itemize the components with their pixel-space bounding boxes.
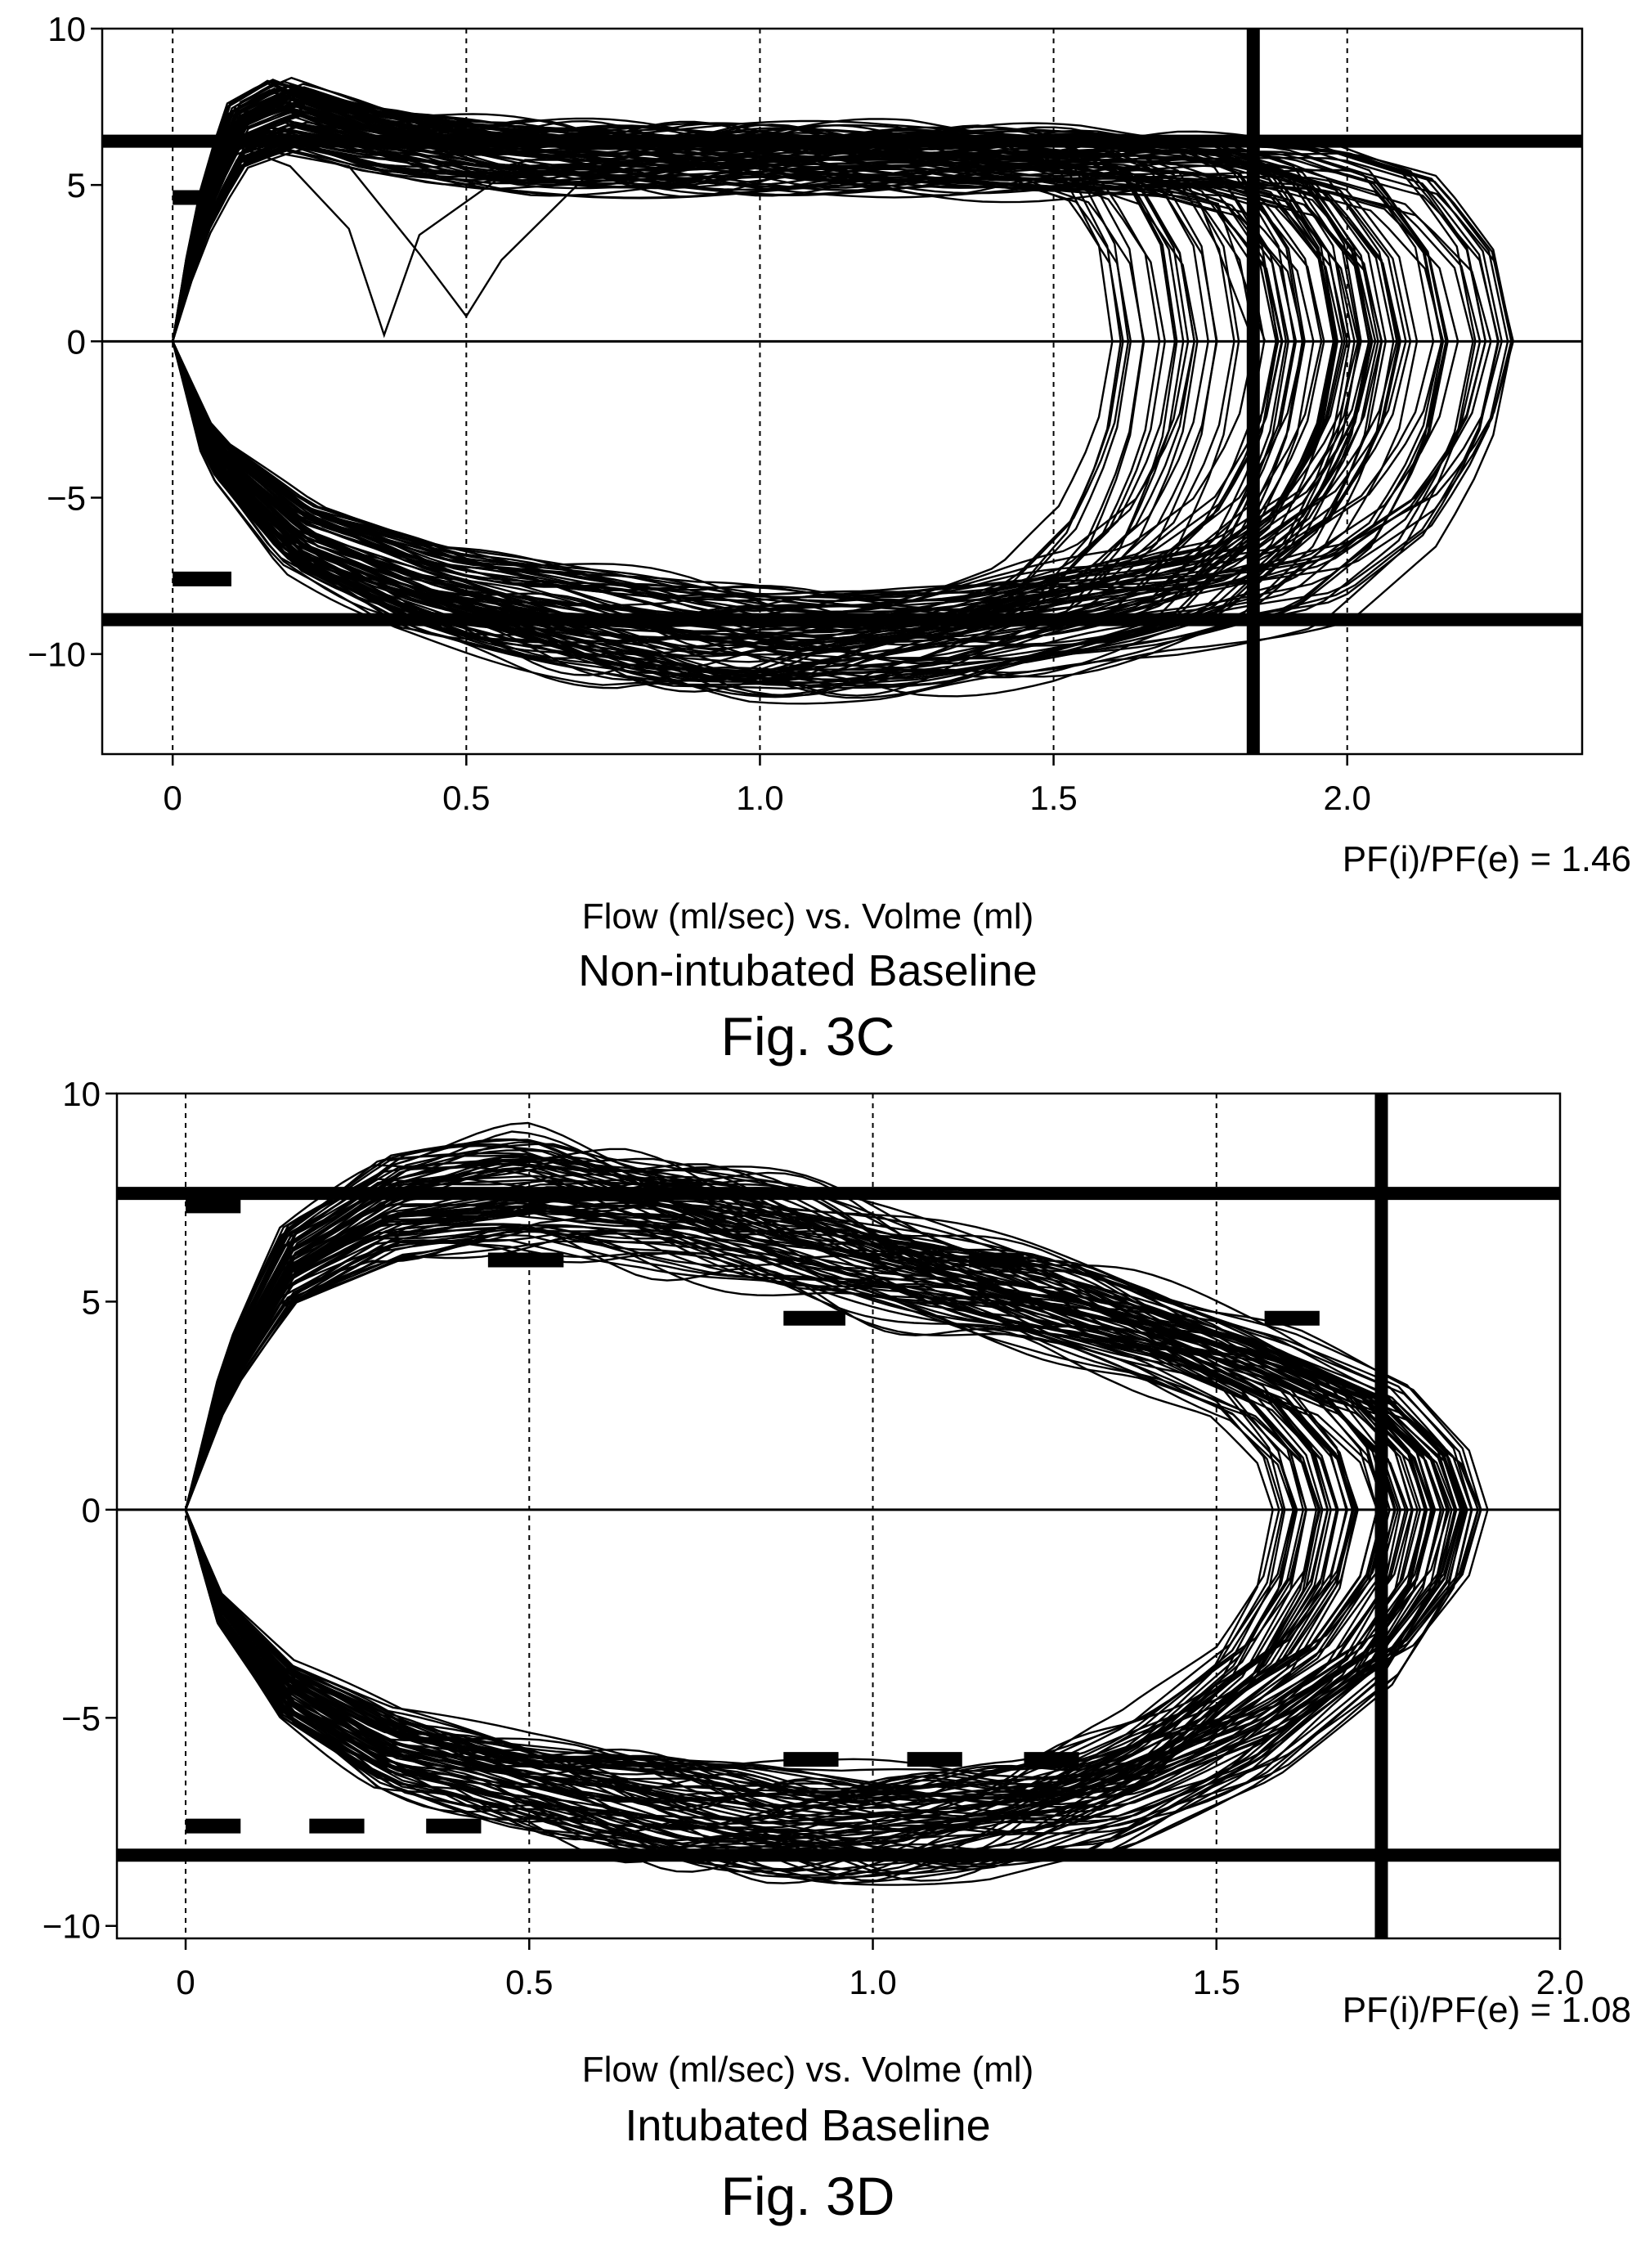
- y-tick-label: −10: [43, 1907, 101, 1946]
- flow-volume-loops: [186, 1123, 1488, 1885]
- x-tick-label: 1.5: [1193, 1963, 1240, 2001]
- ratio-label: PF(i)/PF(e) = 1.46: [1343, 839, 1631, 879]
- x-axis-label: Flow (ml/sec) vs. Volme (ml): [582, 896, 1033, 936]
- chart-fig-3c: 10 5 0 −5 −10 0 0.5 1.0 1.5 2.0: [28, 10, 1582, 817]
- y-tick-label: 0: [67, 322, 86, 361]
- y-tick-label: 10: [62, 1075, 101, 1113]
- x-axis-label: Flow (ml/sec) vs. Volme (ml): [582, 2050, 1033, 2090]
- x-tick-label: 0.5: [505, 1963, 553, 2001]
- x-tick-label: 1.0: [849, 1963, 896, 2001]
- figure-label: Fig. 3D: [721, 2166, 895, 2226]
- ratio-label: PF(i)/PF(e) = 1.08: [1343, 1990, 1631, 2030]
- x-tick-label: 0.5: [442, 779, 490, 817]
- flow-volume-loop: [186, 1201, 1447, 1884]
- x-tick-label: 2.0: [1324, 779, 1371, 817]
- y-tick-label: −5: [47, 478, 86, 517]
- y-tick-label: 0: [82, 1491, 101, 1529]
- chart-subtitle: Non-intubated Baseline: [578, 946, 1037, 995]
- chart-subtitle: Intubated Baseline: [625, 2101, 990, 2150]
- figure-label: Fig. 3C: [721, 1006, 895, 1067]
- flow-volume-loop: [186, 1198, 1460, 1772]
- axis-ticks: 1050−5−1000.51.01.52.0: [43, 1075, 1584, 2001]
- flow-volume-loops: [173, 78, 1513, 703]
- x-tick-label: 0: [164, 779, 182, 817]
- x-tick-label: 0: [176, 1963, 195, 2001]
- chart-fig-3d: 1050−5−1000.51.01.52.0: [43, 1075, 1584, 2001]
- y-tick-label: 5: [82, 1282, 101, 1321]
- x-tick-label: 1.0: [736, 779, 783, 817]
- y-tick-label: −5: [61, 1699, 101, 1737]
- x-tick-label: 1.5: [1029, 779, 1077, 817]
- y-tick-label: −10: [28, 635, 86, 674]
- y-tick-label: 10: [47, 10, 86, 48]
- y-tick-label: 5: [67, 166, 86, 204]
